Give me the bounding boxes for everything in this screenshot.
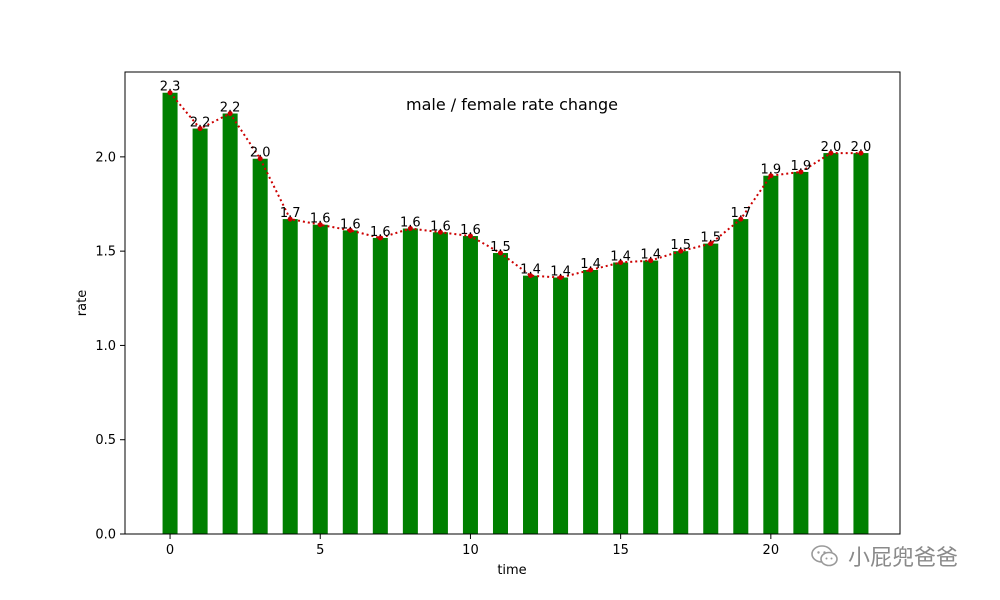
data-label: 1.4: [580, 257, 601, 272]
y-axis-label: rate: [75, 290, 90, 316]
line-point: [497, 250, 503, 256]
line-point: [257, 156, 263, 162]
bar: [733, 219, 749, 535]
line-point: [558, 275, 564, 281]
line-point: [618, 259, 624, 265]
line-point: [678, 248, 684, 254]
data-label: 1.4: [520, 263, 541, 278]
line-point: [407, 226, 413, 232]
bar: [402, 228, 418, 534]
data-label: 1.9: [791, 159, 812, 174]
data-label: 2.0: [821, 140, 842, 155]
line-point: [437, 229, 443, 235]
bar: [372, 237, 388, 534]
data-label: 1.7: [280, 206, 301, 221]
line-point: [287, 216, 293, 222]
data-label: 1.6: [340, 217, 361, 232]
bar: [523, 275, 539, 534]
bar: [823, 153, 839, 535]
line-point: [738, 216, 744, 222]
data-labels-group: 2.3 2.2 2.2 2.0 1.7 1.6 1.6 1.6 1.6 1.6 1.6 1.5 1.4 1…: [160, 80, 872, 280]
data-label: 1.6: [400, 216, 421, 231]
bar: [342, 230, 358, 534]
line-point: [768, 173, 774, 179]
bar: [613, 262, 629, 534]
bars-group: [162, 92, 869, 535]
data-label: 2.0: [851, 140, 872, 155]
x-tick-label: 15: [612, 543, 629, 558]
data-label: 1.4: [610, 249, 631, 264]
line-point: [648, 258, 654, 264]
data-label: 2.3: [160, 80, 181, 95]
data-label: 2.2: [220, 100, 241, 115]
data-label: 1.5: [490, 240, 511, 255]
bar: [793, 171, 809, 534]
bar: [432, 232, 448, 535]
data-label: 1.6: [370, 225, 391, 240]
data-label: 1.4: [550, 265, 571, 280]
bar: [673, 251, 689, 534]
chart-title: male / female rate change: [406, 95, 618, 114]
bar: [643, 260, 659, 534]
y-tick-label: 0.0: [95, 528, 116, 543]
line-point: [858, 150, 864, 156]
x-tick-label: 20: [763, 543, 780, 558]
data-label: 1.4: [640, 248, 661, 263]
line-point: [467, 233, 473, 239]
y-axis-ticks: 0.0 0.5 1.0 1.5 2.0: [95, 150, 125, 543]
line-point: [227, 110, 233, 116]
bar: [703, 243, 719, 534]
line-point: [708, 241, 714, 247]
watermark-text: 小屁兜爸爸: [848, 546, 959, 571]
line-point: [317, 222, 323, 228]
bar: [462, 236, 478, 535]
bar: [853, 153, 869, 535]
y-tick-label: 1.0: [95, 339, 116, 354]
wechat-icon: [810, 543, 840, 569]
trend-line-group: [167, 90, 864, 281]
bar: [553, 277, 569, 534]
x-tick-label: 0: [166, 543, 174, 558]
data-label: 2.2: [190, 116, 211, 131]
x-tick-label: 5: [316, 543, 324, 558]
line-point: [197, 126, 203, 132]
bar: [282, 219, 298, 535]
x-axis-label: time: [497, 563, 526, 578]
data-label: 1.6: [310, 212, 331, 227]
bar: [312, 224, 328, 534]
data-label: 1.6: [460, 223, 481, 238]
y-tick-label: 2.0: [95, 150, 116, 165]
line-point: [167, 90, 173, 96]
bar: [162, 92, 178, 534]
line-point: [798, 169, 804, 175]
bar: [492, 253, 508, 534]
trend-line: [169, 92, 861, 279]
line-point: [528, 273, 534, 279]
line-point: [347, 227, 353, 233]
data-label: 1.7: [730, 206, 751, 221]
bar: [252, 158, 268, 534]
x-tick-label: 10: [462, 543, 479, 558]
line-point: [588, 267, 594, 273]
data-label: 1.5: [670, 238, 691, 253]
x-axis-ticks: 0 5 10 15 20: [166, 534, 779, 558]
watermark: 小屁兜爸爸: [810, 538, 958, 574]
y-tick-label: 0.5: [95, 433, 116, 448]
y-tick-label: 1.5: [95, 245, 116, 260]
plot-frame: [124, 71, 901, 535]
bar: [192, 128, 208, 535]
line-point: [377, 235, 383, 241]
data-label: 1.6: [430, 219, 451, 234]
line-point: [828, 150, 834, 156]
bar: [763, 175, 779, 534]
data-label: 1.9: [760, 163, 781, 178]
bar: [222, 113, 238, 534]
data-label: 2.0: [250, 146, 271, 161]
bar: [583, 270, 599, 534]
data-label: 1.5: [700, 231, 721, 246]
